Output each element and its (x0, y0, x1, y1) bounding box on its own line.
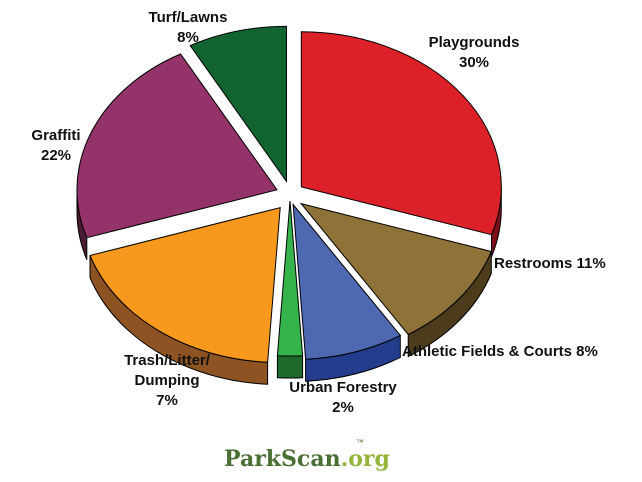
label-playgrounds-name: Playgrounds (429, 34, 520, 51)
label-playgrounds-pct: 30% (459, 54, 489, 71)
label-trash-line2: Dumping (135, 372, 200, 389)
trademark-symbol: ™ (356, 438, 364, 447)
slice-athletic-fields-courts (292, 202, 402, 360)
logo-park-text: ParkScan (224, 446, 341, 472)
label-graffiti-name: Graffiti (31, 127, 80, 144)
slice-graffiti (76, 53, 278, 239)
slice-turf-lawns (189, 25, 287, 183)
slice-side-urban-forestry (276, 355, 304, 379)
label-athletic: Athletic Fields & Courts 8% (402, 343, 598, 360)
pie-slices (76, 25, 502, 385)
slice-trash-litter-dumping (89, 206, 281, 363)
label-urban-name: Urban Forestry (289, 379, 397, 396)
slice-urban-forestry (276, 200, 304, 357)
logo-org-text: .org (340, 446, 390, 472)
label-turf-pct: 8% (177, 29, 199, 46)
parkscan-logo: ParkScan.org ™ (224, 438, 390, 472)
slice-restrooms (299, 202, 492, 336)
label-trash-pct: 7% (156, 392, 178, 409)
label-restrooms: Restrooms 11% (494, 255, 606, 272)
label-urban-pct: 2% (332, 399, 354, 416)
label-turf-name: Turf/Lawns (149, 9, 228, 26)
label-graffiti-pct: 22% (41, 147, 71, 164)
slice-playgrounds (300, 31, 502, 236)
label-trash-line1: Trash/Litter/ (124, 352, 211, 369)
